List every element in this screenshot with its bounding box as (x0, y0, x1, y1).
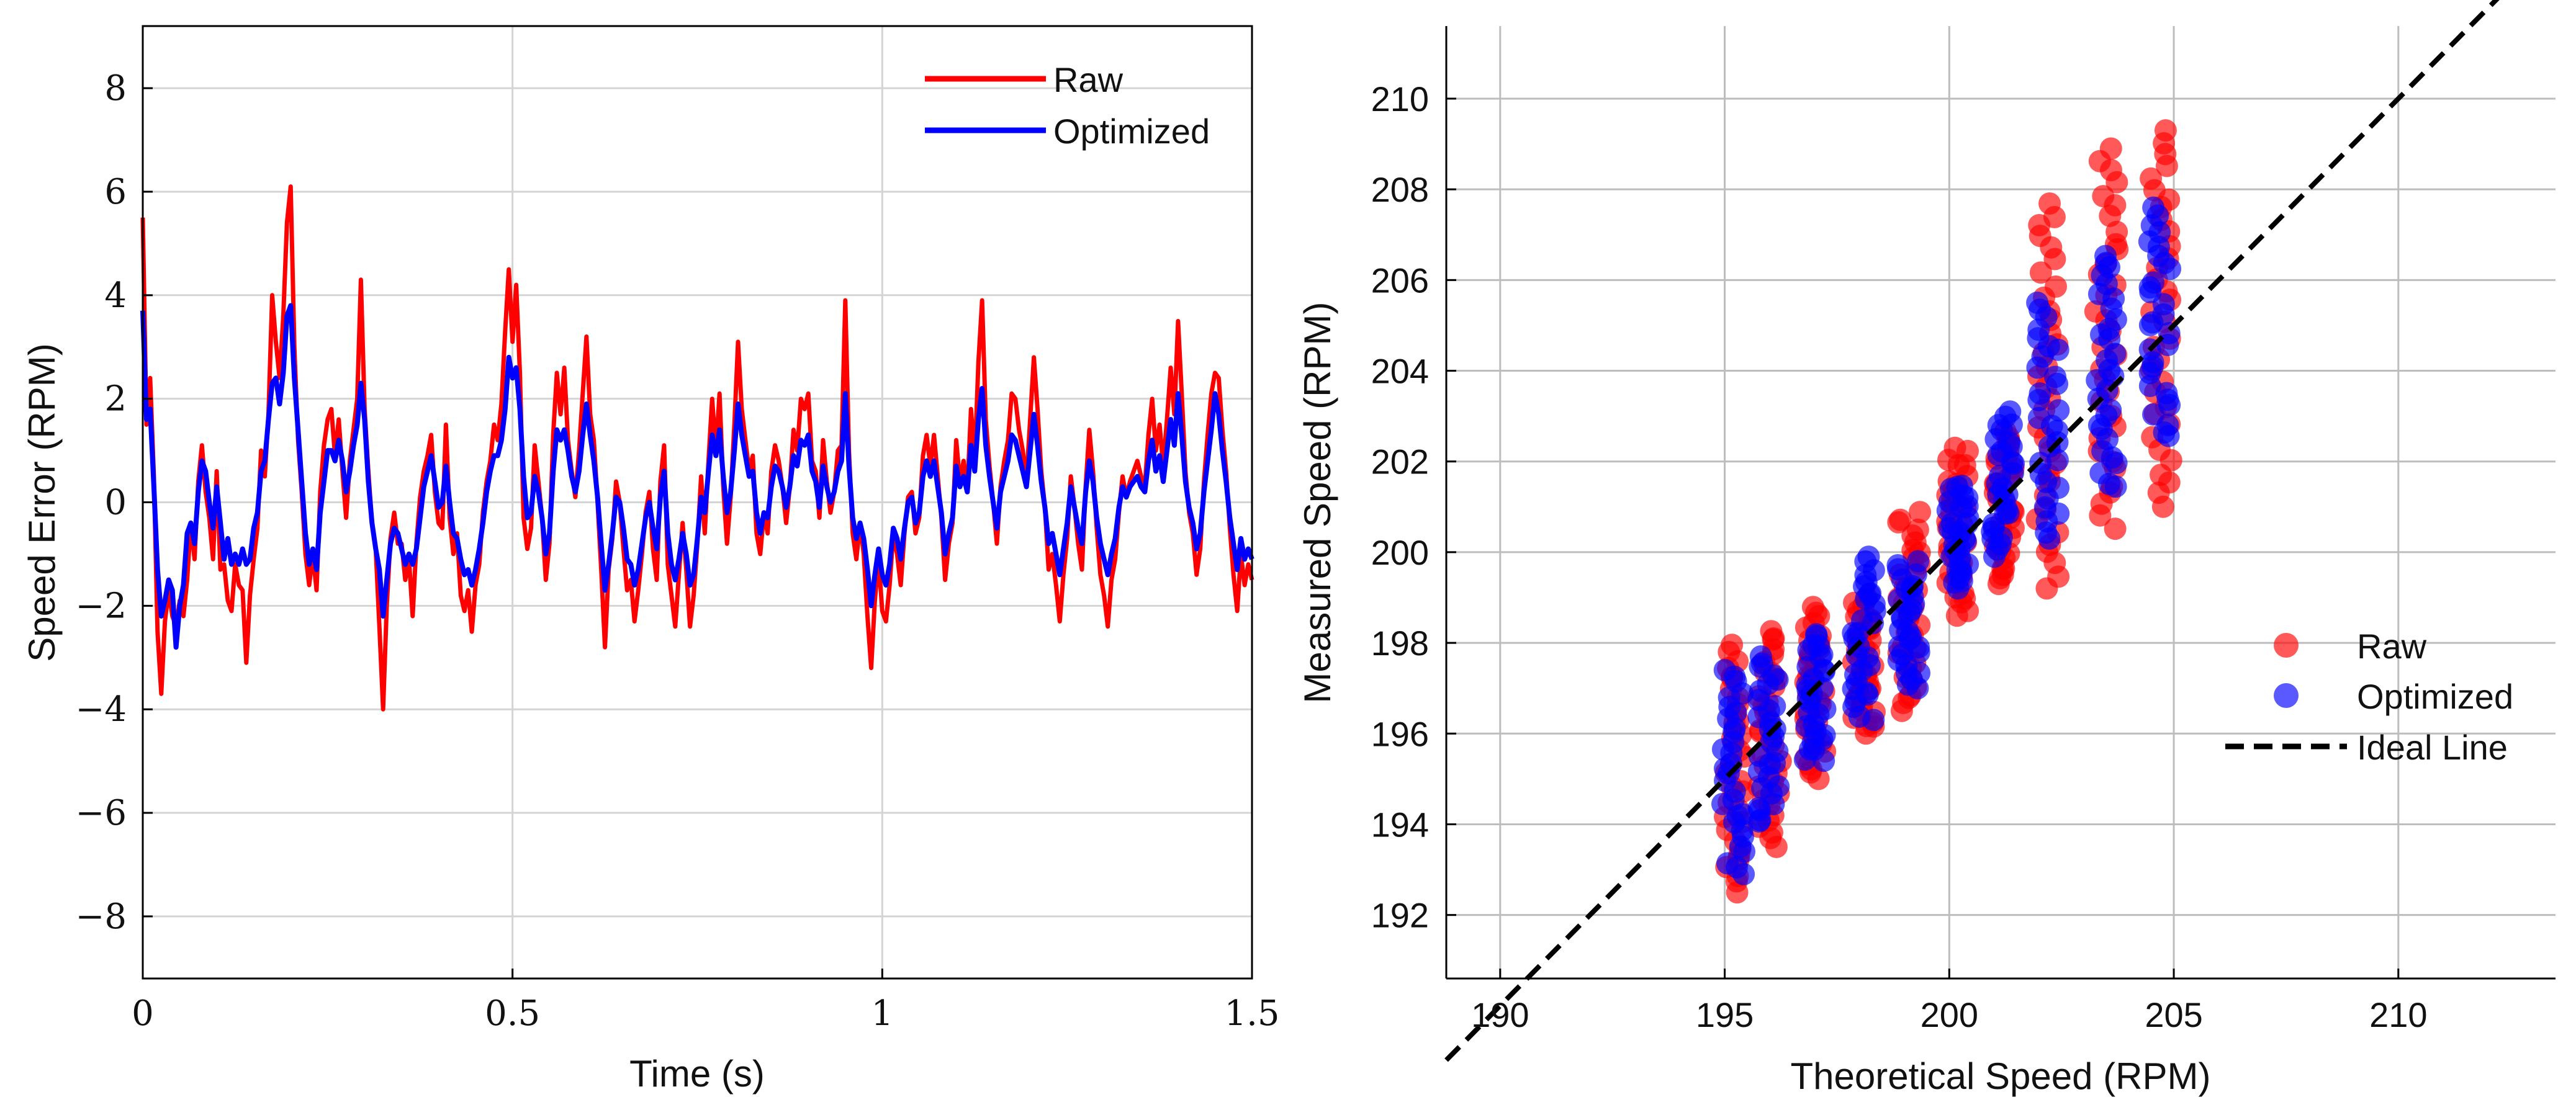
scatter-point-raw (1943, 436, 1966, 459)
scatter-point-raw (2045, 275, 2067, 298)
y-tick-label: 8 (104, 68, 127, 109)
x-tick-label: 0.5 (485, 993, 540, 1034)
y-tick-label: 206 (1371, 261, 1429, 300)
legend-optimized-label-right: Optimized (2357, 677, 2513, 716)
speed-comparison-chart: 190 195 200 205 210 192 194 196 198 200 202 204 206 2… (1297, 0, 2556, 1097)
scatter-point-raw (1909, 501, 1931, 524)
x-tick-label: 190 (1471, 995, 1529, 1034)
y-tick-label: −6 (75, 793, 127, 833)
legend-left: Raw Optimized (925, 60, 1210, 151)
scatter-point-raw (2099, 137, 2122, 160)
grid-right (1446, 26, 2556, 978)
scatter-point-raw (2029, 261, 2052, 284)
scatter-point-raw (1889, 508, 1912, 531)
y-tick-label: 2 (104, 379, 127, 419)
y-tick-label: 194 (1371, 805, 1429, 844)
y-tick-label: 204 (1371, 352, 1429, 391)
scatter-point-raw (2092, 185, 2115, 208)
series-line-optimized (140, 303, 1254, 650)
y-tick-label: 196 (1371, 714, 1429, 753)
y-tick-label: −4 (75, 689, 127, 730)
scatter-point-optimized (2027, 406, 2050, 429)
ideal-line-group (1444, 0, 2500, 1062)
scatter-point-raw (1801, 596, 1824, 619)
scatter-point-raw (1760, 620, 1783, 643)
legend-optimized-marker-right (2274, 683, 2299, 708)
scatter-point-raw (1721, 634, 1744, 656)
x-tick-label: 195 (1696, 995, 1754, 1034)
y-tick-label: 6 (104, 172, 127, 212)
y-tick-label: 210 (1371, 79, 1429, 119)
scatter-point-raw (1906, 518, 1929, 541)
y-tick-label: 192 (1371, 896, 1429, 935)
scatter-point-optimized (2142, 196, 2165, 219)
y-tick-label: −2 (75, 586, 127, 626)
speed-error-chart: 0 0.5 1 1.5 −8 −6 −4 −2 0 2 4 6 8 Time (s) Speed Err… (21, 25, 1280, 1095)
y-tick-label: −8 (75, 897, 127, 937)
scatter-point-optimized (2142, 271, 2164, 294)
y-tick-label: 0 (104, 483, 127, 523)
ticks-left: 0 0.5 1 1.5 −8 −6 −4 −2 0 2 4 6 8 (75, 68, 1279, 1034)
scatter-points (1711, 119, 2182, 904)
scatter-point-optimized (1907, 550, 1930, 573)
scatter-point-optimized (2047, 399, 2070, 422)
y-tick-label: 200 (1371, 533, 1429, 572)
x-tick-label: 200 (1921, 995, 1978, 1034)
legend-ideal-label-right: Ideal Line (2357, 728, 2508, 767)
scatter-point-raw (2104, 517, 2127, 540)
scatter-point-optimized (2094, 244, 2117, 267)
legend-raw-marker-right (2274, 633, 2299, 658)
y-axis-label-left: Speed Error (RPM) (21, 343, 63, 661)
scatter-point-raw (2140, 167, 2163, 190)
y-tick-label: 202 (1371, 442, 1429, 481)
scatter-point-optimized (2044, 365, 2066, 388)
y-tick-label: 198 (1371, 624, 1429, 663)
scatter-point-optimized (1713, 659, 1736, 681)
scatter-point-optimized (2029, 382, 2051, 405)
y-axis-label-right: Measured Speed (RPM) (1297, 302, 1338, 704)
x-tick-label: 0 (132, 993, 154, 1034)
legend-right: Raw Optimized Ideal Line (2225, 627, 2513, 767)
scatter-point-optimized (1857, 545, 1880, 568)
x-tick-label: 1 (871, 993, 894, 1034)
scatter-point-optimized (1716, 852, 1739, 875)
ticks-right: 190 195 200 205 210 192 194 196 198 200 202 204 206 2… (1371, 79, 2428, 1034)
scatter-point-raw (2154, 119, 2177, 142)
x-tick-label: 210 (2369, 995, 2427, 1034)
scatter-point-optimized (1886, 554, 1909, 576)
y-tick-label: 208 (1371, 170, 1429, 209)
legend-raw-label-left: Raw (1053, 60, 1124, 99)
scatter-point-optimized (2142, 403, 2164, 426)
legend-optimized-label-left: Optimized (1053, 112, 1210, 151)
x-axis-label-left: Time (s) (629, 1053, 765, 1095)
scatter-point-optimized (1999, 400, 2022, 423)
x-tick-label: 205 (2145, 995, 2202, 1034)
ideal-line (1444, 0, 2500, 1062)
x-axis-label-right: Theoretical Speed (RPM) (1791, 1055, 2211, 1097)
scatter-point-optimized (1950, 475, 1973, 497)
y-tick-label: 4 (104, 275, 127, 316)
series-left (140, 184, 1254, 712)
legend-raw-label-right: Raw (2357, 627, 2427, 666)
scatter-point-optimized (1749, 645, 1772, 668)
scatter-point-optimized (2026, 291, 2049, 314)
scatter-point-optimized (1805, 623, 1828, 646)
x-tick-label: 1.5 (1224, 993, 1279, 1034)
scatter-point-raw (2038, 192, 2061, 215)
grid-left (143, 26, 1252, 978)
